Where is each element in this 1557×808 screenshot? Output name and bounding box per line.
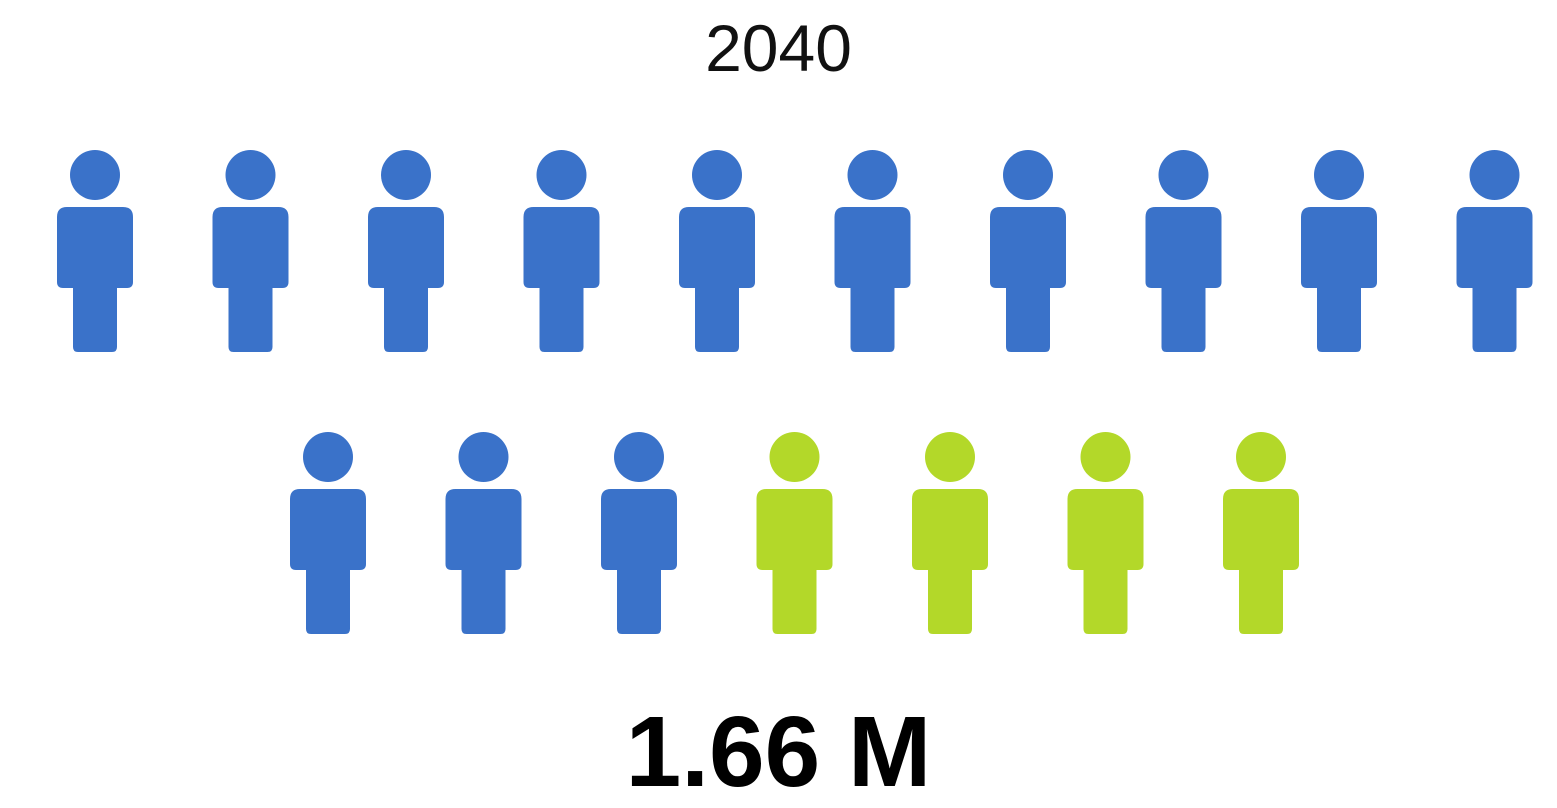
person-icon (990, 150, 1066, 352)
person-icon (368, 150, 444, 352)
person-head (847, 150, 898, 200)
person-body (1223, 489, 1299, 634)
person-head (70, 150, 120, 200)
person-icon (601, 432, 677, 634)
person-body (756, 489, 833, 634)
person-icon (679, 150, 755, 352)
person-body (368, 207, 444, 352)
person-icon (445, 432, 522, 634)
person-head (303, 432, 353, 482)
person-icon (1456, 150, 1533, 352)
person-body (290, 489, 366, 634)
person-body (1456, 207, 1533, 352)
person-body (834, 207, 911, 352)
person-icon (57, 150, 133, 352)
person-body (990, 207, 1066, 352)
person-body (912, 489, 988, 634)
person-head (1469, 150, 1520, 200)
person-head (381, 150, 431, 200)
person-icon (1223, 432, 1299, 634)
person-body (679, 207, 755, 352)
person-head (1158, 150, 1209, 200)
person-head (225, 150, 276, 200)
person-head (1003, 150, 1053, 200)
person-head (692, 150, 742, 200)
person-body (445, 489, 522, 634)
person-head (458, 432, 509, 482)
person-head (769, 432, 820, 482)
person-body (1145, 207, 1222, 352)
person-icon (290, 432, 366, 634)
person-icon (1301, 150, 1377, 352)
person-head (1236, 432, 1286, 482)
person-icon (756, 432, 833, 634)
person-body (1067, 489, 1144, 634)
person-body (1301, 207, 1377, 352)
person-icon (523, 150, 600, 352)
person-icon (1067, 432, 1144, 634)
person-icon (212, 150, 289, 352)
person-head (614, 432, 664, 482)
person-body (523, 207, 600, 352)
chart-title: 2040 (705, 11, 852, 85)
person-body (212, 207, 289, 352)
total-value: 1.66 M (625, 696, 932, 808)
person-head (925, 432, 975, 482)
person-icon (912, 432, 988, 634)
person-head (1314, 150, 1364, 200)
person-head (536, 150, 587, 200)
person-icon (834, 150, 911, 352)
person-body (601, 489, 677, 634)
person-head (1080, 432, 1131, 482)
person-body (57, 207, 133, 352)
person-icon (1145, 150, 1222, 352)
